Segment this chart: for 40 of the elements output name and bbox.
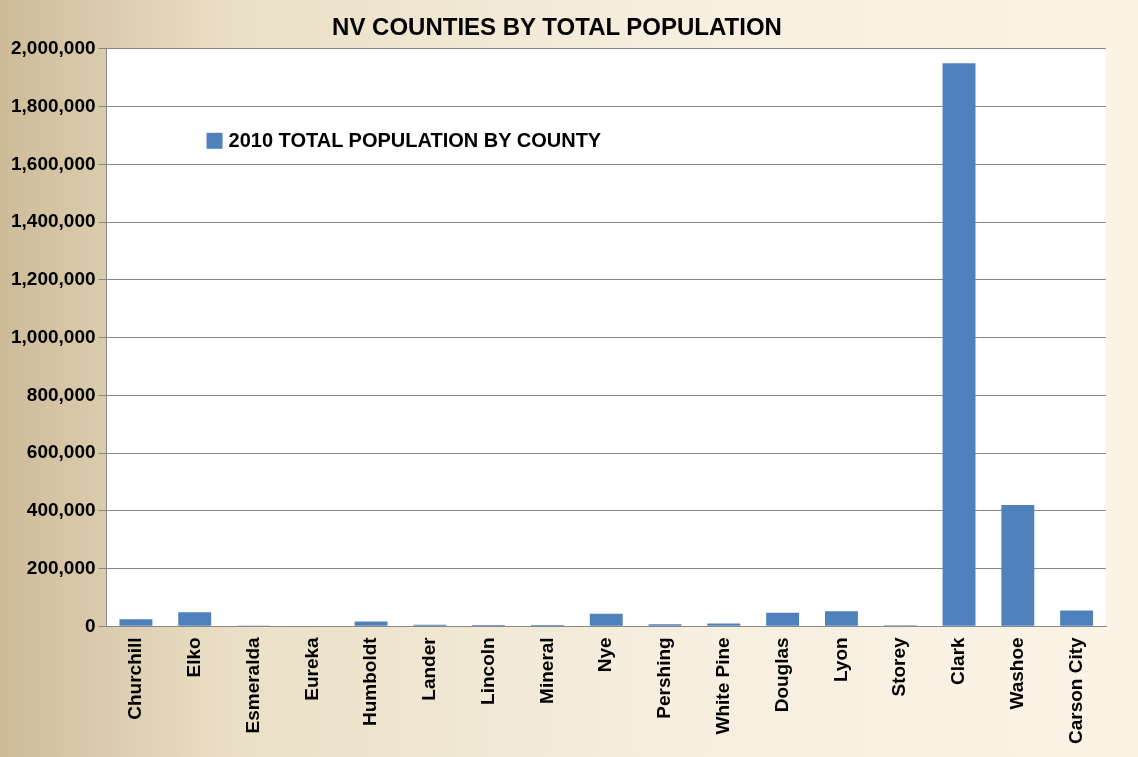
bar — [178, 612, 212, 626]
bar — [1060, 610, 1094, 626]
y-tick-label: 200,000 — [26, 556, 96, 578]
y-tick-label: 800,000 — [26, 383, 96, 405]
bar — [824, 611, 858, 626]
x-tick-label: Lander — [418, 636, 440, 701]
bar — [589, 613, 623, 626]
y-tick-label: 400,000 — [26, 499, 96, 521]
bar — [354, 621, 388, 626]
y-tick-label: 600,000 — [26, 441, 96, 463]
y-tick-label: 1,200,000 — [10, 268, 96, 290]
y-tick-label: 1,600,000 — [10, 152, 96, 174]
bar — [942, 63, 976, 626]
x-tick-label: Storey — [888, 636, 910, 697]
x-tick-label: Eureka — [300, 636, 322, 701]
x-tick-label: Lincoln — [476, 637, 498, 705]
x-tick-label: Washoe — [1006, 637, 1028, 710]
x-tick-label: Mineral — [535, 637, 557, 704]
x-tick-label: Esmeralda — [241, 636, 263, 734]
x-tick-label: Pershing — [653, 637, 675, 719]
y-tick-label: 2,000,000 — [10, 37, 96, 59]
x-tick-label: White Pine — [712, 637, 734, 735]
x-tick-label: Lyon — [829, 637, 851, 683]
bar — [766, 612, 800, 626]
x-tick-label: Carson City — [1064, 636, 1086, 745]
bar — [1001, 505, 1035, 626]
y-tick-label: 1,800,000 — [10, 94, 96, 116]
x-tick-label: Nye — [594, 637, 616, 673]
bar — [119, 619, 153, 626]
chart-title: NV COUNTIES BY TOTAL POPULATION — [332, 13, 782, 41]
y-tick-label: 1,000,000 — [10, 325, 96, 347]
x-tick-label: Churchill — [124, 637, 146, 720]
x-tick-label: Elko — [182, 637, 204, 678]
y-tick-label: 1,400,000 — [10, 210, 96, 232]
legend-label: 2010 TOTAL POPULATION BY COUNTY — [228, 129, 602, 152]
x-tick-label: Humboldt — [359, 636, 381, 727]
y-tick-label: 0 — [84, 614, 96, 636]
x-tick-label: Douglas — [770, 637, 792, 713]
bar — [707, 623, 741, 626]
x-tick-label: Clark — [947, 636, 969, 685]
